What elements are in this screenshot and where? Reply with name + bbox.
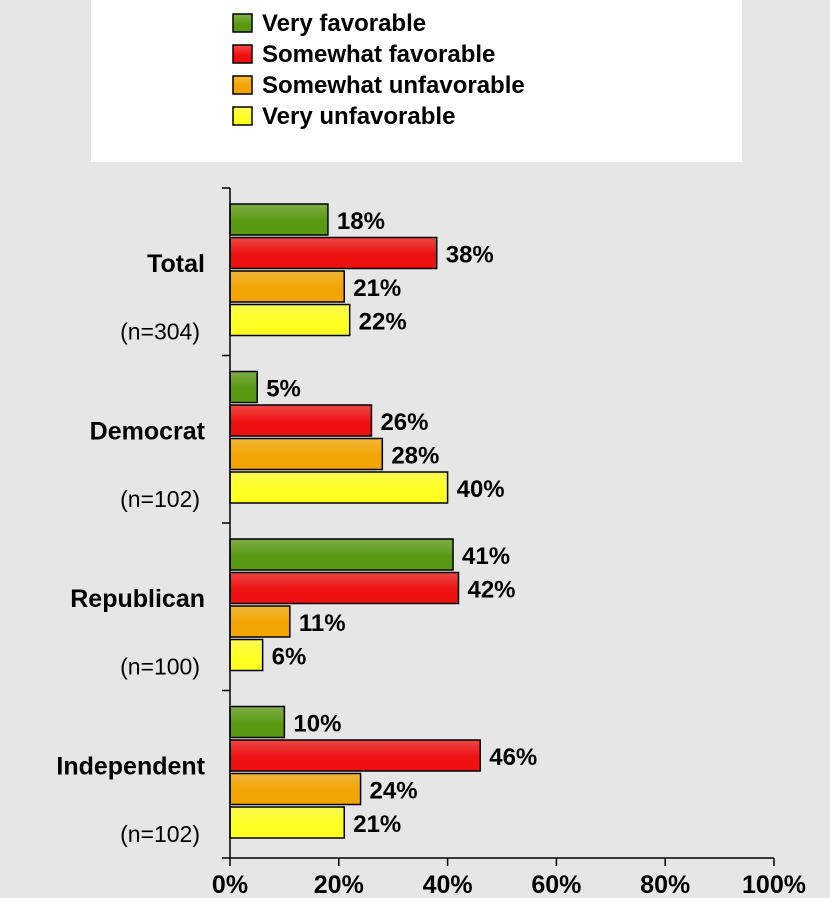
bar-total-very-favorable	[229, 203, 329, 236]
value-label-democrat-somewhat-unfavorable: 28%	[391, 443, 439, 470]
bar-independent-somewhat-unfavorable	[229, 772, 362, 806]
value-label-total-somewhat-unfavorable: 21%	[353, 275, 401, 302]
value-label-independent-somewhat-unfavorable: 24%	[370, 778, 418, 805]
value-label-republican-very-favorable: 41%	[462, 543, 510, 570]
bar-total-somewhat-unfavorable	[229, 270, 345, 303]
bar-independent-very-favorable	[229, 705, 286, 739]
legend-label-very-favorable: Very favorable	[262, 10, 426, 37]
category-label-democrat: Democrat	[90, 417, 206, 445]
category-label-republican: Republican	[70, 585, 205, 613]
value-label-independent-very-unfavorable: 21%	[353, 811, 401, 838]
category-label-independent: Independent	[56, 752, 205, 780]
bar-total-somewhat-favorable	[229, 236, 438, 270]
category-n-label-independent: (n=102)	[120, 821, 200, 847]
value-label-democrat-somewhat-favorable: 26%	[380, 409, 428, 436]
legend-label-very-unfavorable: Very unfavorable	[262, 103, 455, 130]
value-label-democrat-very-unfavorable: 40%	[457, 476, 505, 503]
bars-group	[229, 203, 481, 839]
category-label-total: Total	[147, 250, 205, 278]
value-label-democrat-very-favorable: 5%	[266, 376, 301, 403]
axes-group	[222, 187, 775, 866]
legend-swatch-somewhat-unfavorable	[232, 75, 253, 95]
category-n-label-democrat: (n=102)	[120, 486, 200, 512]
x-tick-label-40: 40%	[423, 871, 473, 898]
x-tick-label-20: 20%	[314, 871, 364, 898]
bar-independent-somewhat-favorable	[229, 739, 481, 772]
labels-group: 18% 38% 21% 22% Total (n=304) 5% 26% 28% 40% Democ…	[56, 208, 806, 898]
legend-box	[91, 0, 742, 162]
x-tick-label-100: 100%	[742, 871, 806, 898]
category-n-label-total: (n=304)	[120, 319, 200, 345]
bar-democrat-somewhat-favorable	[229, 404, 373, 437]
legend: Very favorable Somewhat favorable Somewhat…	[232, 10, 525, 130]
value-label-republican-somewhat-favorable: 42%	[467, 577, 515, 604]
bar-democrat-very-unfavorable	[229, 471, 449, 504]
legend-swatch-somewhat-favorable	[232, 44, 253, 64]
value-label-republican-very-unfavorable: 6%	[272, 644, 307, 671]
x-tick-label-80: 80%	[640, 871, 690, 898]
value-label-independent-somewhat-favorable: 46%	[489, 744, 537, 771]
bar-republican-somewhat-favorable	[229, 571, 460, 605]
legend-label-somewhat-favorable: Somewhat favorable	[262, 41, 495, 68]
bar-republican-somewhat-unfavorable	[229, 605, 291, 638]
category-n-label-republican: (n=100)	[120, 654, 200, 680]
value-label-total-very-favorable: 18%	[337, 208, 385, 235]
bar-republican-very-unfavorable	[229, 638, 264, 672]
bar-democrat-very-favorable	[229, 370, 258, 404]
bar-republican-very-favorable	[229, 538, 454, 571]
value-label-total-somewhat-favorable: 38%	[446, 242, 494, 269]
bar-democrat-somewhat-unfavorable	[229, 437, 384, 471]
value-label-total-very-unfavorable: 22%	[359, 309, 407, 336]
x-tick-label-0: 0%	[212, 871, 248, 898]
legend-swatch-very-favorable	[232, 13, 253, 33]
legend-label-somewhat-unfavorable: Somewhat unfavorable	[262, 72, 525, 99]
legend-swatch-very-unfavorable	[232, 106, 253, 126]
x-tick-label-60: 60%	[531, 871, 581, 898]
value-label-republican-somewhat-unfavorable: 11%	[299, 610, 346, 637]
bar-total-very-unfavorable	[229, 303, 351, 337]
bar-independent-very-unfavorable	[229, 806, 345, 839]
value-label-independent-very-favorable: 10%	[293, 711, 341, 738]
